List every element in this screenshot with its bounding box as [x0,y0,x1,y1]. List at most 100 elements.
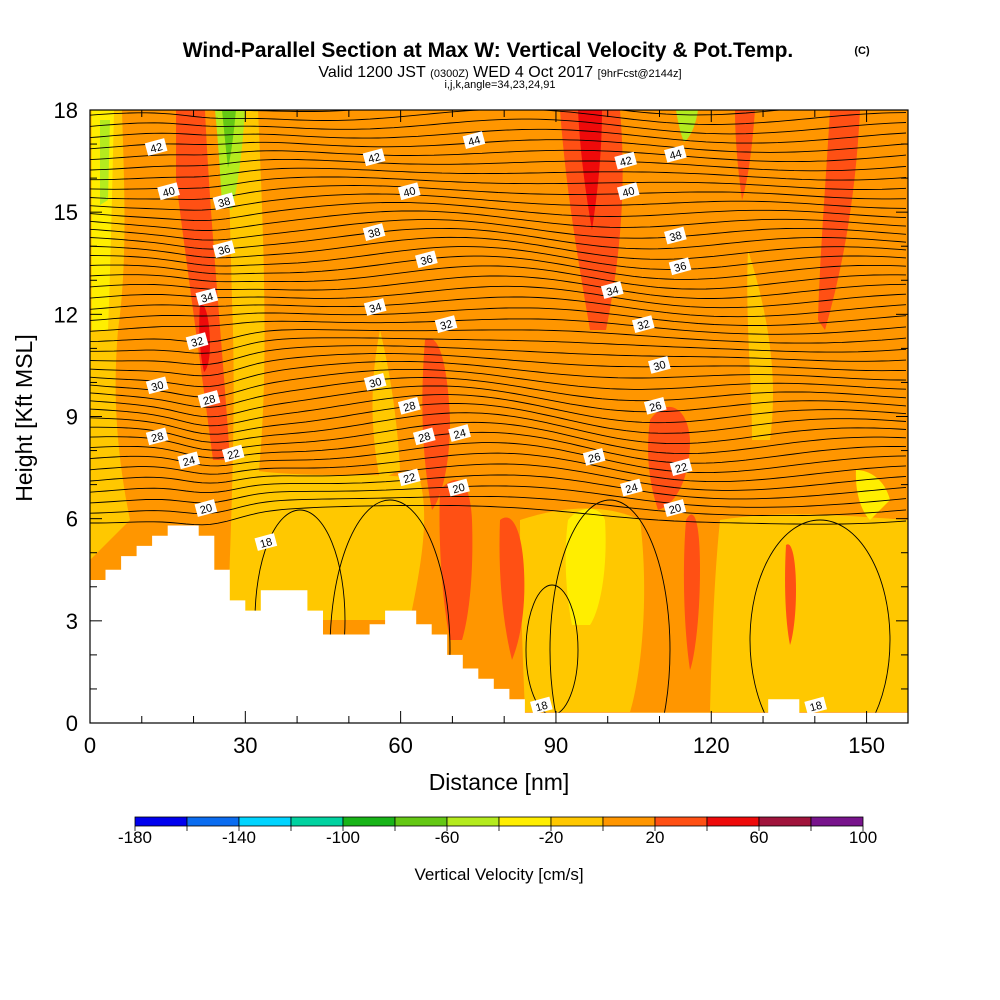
y-tick-label: 12 [54,302,78,327]
theta-label-text: 22 [674,461,689,476]
x-tick-label: 120 [693,733,730,758]
theta-label-bg [144,138,168,156]
theta-contour [90,275,907,299]
theta-label-text: 28 [417,430,432,445]
x-axis-label: Distance [nm] [429,769,570,795]
theta-label-bg [530,696,553,715]
theta-label: 26 [643,396,667,415]
theta-label-text: 26 [587,451,602,466]
theta-label: 20 [663,499,687,517]
theta-label: 44 [462,131,486,149]
theta-contour [90,210,907,231]
theta-contour [90,452,907,483]
theta-contour [90,236,907,260]
velocity-region [785,544,796,645]
theta-label-bg [804,696,828,715]
theta-contour [90,442,907,474]
theta-label: 38 [664,226,687,245]
theta-label-bg [600,281,624,299]
theta-label: 42 [144,138,168,156]
theta-label-bg [648,356,671,374]
theta-label: 42 [614,151,638,170]
velocity-region [176,110,230,460]
colorbar-tick-label: -60 [435,828,460,847]
theta-contour [90,385,907,418]
theta-contour [90,265,907,290]
colorbar-swatch [238,816,292,827]
theta-label-bg [664,226,687,245]
theta-label-bg [434,315,458,333]
theta-label-text: 42 [367,151,382,166]
theta-label: 36 [415,250,438,269]
theta-label-text: 18 [534,700,549,715]
forecast-info: [9hrFcst@2144z] [598,68,682,80]
y-tick-label: 18 [54,98,78,123]
y-tick-label: 9 [66,405,78,430]
theta-label-bg [362,148,386,167]
colorbar-tick-label: 20 [646,828,665,847]
theta-label-bg [157,182,180,201]
colorbar-title: Vertical Velocity [cm/s] [414,865,583,884]
theta-contour [90,285,907,309]
theta-label-text: 22 [402,471,417,486]
theta-contour [90,495,907,517]
theta-label-text: 20 [668,502,683,517]
theta-label: 24 [177,451,201,470]
theta-contour [90,202,907,222]
theta-contour [90,353,907,377]
theta-label: 34 [195,287,219,306]
theta-label: 40 [157,182,180,201]
colorbar-swatch [550,816,604,827]
chart-title-unit: (C) [854,45,870,57]
theta-label-text: 24 [182,454,197,469]
theta-label: 30 [363,373,387,391]
colorbar-swatch [446,816,500,827]
theta-label: 28 [397,396,421,415]
colorbar-swatch [654,816,708,827]
theta-label-text: 36 [217,243,232,258]
theta-label: 20 [194,499,218,517]
theta-label-text: 30 [652,359,667,374]
velocity-region [222,110,236,168]
x-tick-label: 60 [388,733,412,758]
theta-label-text: 28 [202,393,217,408]
theta-label-bg [363,298,387,316]
colorbar-swatch [342,816,396,827]
theta-contour-lines [90,110,907,723]
theta-label-text: 38 [217,195,232,210]
theta-label-bg [397,468,421,487]
theta-contour [90,394,907,427]
theta-contour [90,485,907,508]
theta-label-text: 42 [149,141,164,156]
valid-time: Valid 1200 JST [318,64,426,81]
theta-label-bg [254,533,278,551]
theta-label-text: 28 [402,400,417,415]
theta-contour [90,158,907,172]
y-tick-label: 0 [66,711,78,736]
theta-label: 28 [197,390,221,408]
theta-contour [90,128,907,144]
theta-contour [549,499,671,723]
valid-utc: (0300Z) [430,68,469,80]
theta-label-bg [620,478,643,497]
theta-contour [90,307,907,326]
theta-label-bg [185,332,209,350]
theta-contour [90,318,907,335]
theta-contour [749,519,891,723]
theta-contour [90,110,907,125]
theta-label-bg [363,373,387,391]
theta-label: 32 [631,315,655,333]
velocity-region [100,120,110,205]
theta-label-bg [194,499,218,517]
colorbar-swatch [602,816,656,827]
theta-label-bg [212,240,236,258]
theta-label: 38 [212,192,236,211]
theta-contour [90,504,907,526]
theta-contour [90,403,907,435]
theta-label-text: 40 [402,185,417,200]
theta-label-bg [197,390,221,408]
theta-contour [90,463,907,491]
theta-label: 44 [664,144,687,163]
theta-label-bg [397,396,421,415]
